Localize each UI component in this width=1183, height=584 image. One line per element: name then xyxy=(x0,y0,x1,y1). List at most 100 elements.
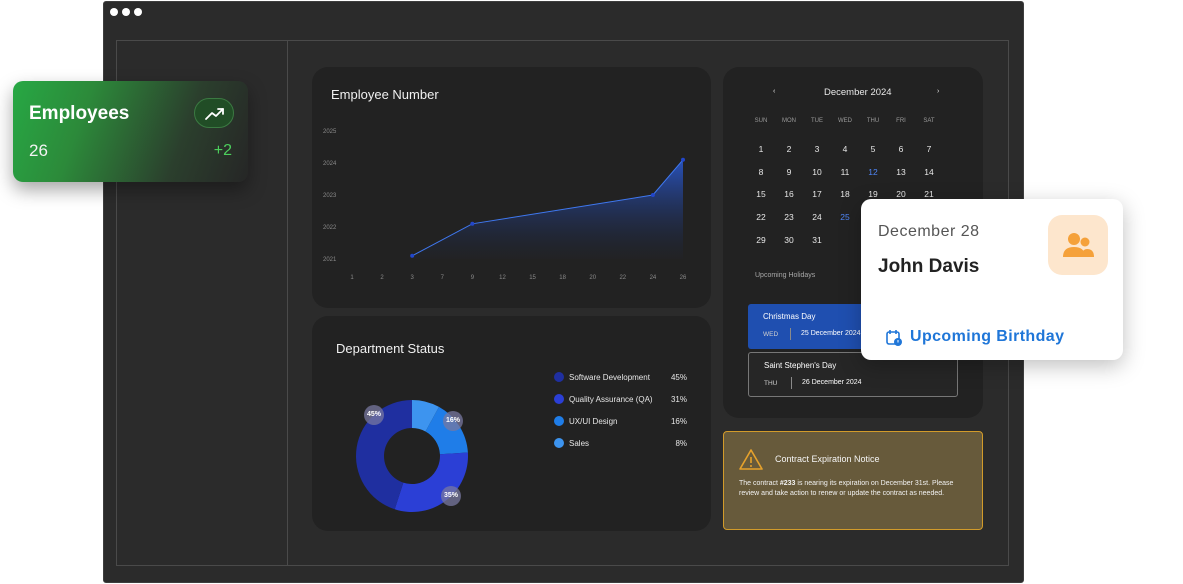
calendar-day[interactable]: 20 xyxy=(896,189,906,200)
legend-dot-software xyxy=(554,372,564,382)
legend-dot-qa xyxy=(554,394,564,404)
warning-icon xyxy=(739,449,763,470)
calendar-day[interactable]: 18 xyxy=(840,189,850,200)
calendar-month-label: December 2024 xyxy=(824,87,892,98)
donut-slice-sales xyxy=(412,400,439,432)
donut-badge-design: 16% xyxy=(443,411,463,431)
employee-number-title: Employee Number xyxy=(331,87,439,102)
donut-badge-qa: 35% xyxy=(441,486,461,506)
calendar-day[interactable]: 24 xyxy=(812,212,822,223)
calendar-day[interactable]: 11 xyxy=(840,166,850,177)
holiday-weekday: THU xyxy=(764,380,778,387)
calendar-weekday: FRI xyxy=(896,118,906,124)
donut-slice-design xyxy=(425,406,468,455)
calendar-day[interactable]: 29 xyxy=(756,234,766,245)
holiday-name: Christmas Day xyxy=(763,312,816,321)
window-dot-close[interactable] xyxy=(110,8,118,16)
department-status-card: Department Status 45% 16% 35% Software D… xyxy=(312,316,711,531)
y-tick-label: 2025 xyxy=(323,129,337,135)
calendar-day[interactable]: 5 xyxy=(870,144,876,154)
trend-button[interactable] xyxy=(194,98,234,128)
legend-label-sales: Sales xyxy=(569,439,590,448)
legend-pct-sales: 8% xyxy=(675,439,687,448)
x-tick-label: 12 xyxy=(499,275,506,281)
legend-pct-qa: 31% xyxy=(670,395,687,404)
x-tick-label: 15 xyxy=(529,275,536,281)
x-tick-label: 2 xyxy=(380,275,384,281)
calendar-day[interactable]: 22 xyxy=(756,212,766,223)
calendar-day[interactable]: 10 xyxy=(812,166,822,177)
employees-card: Employees 26 +2 xyxy=(13,81,248,182)
calendar-next-button[interactable]: › xyxy=(937,88,940,95)
calendar-day[interactable]: 30 xyxy=(784,234,794,245)
holiday-name: Saint Stephen's Day xyxy=(764,361,837,370)
chart-data-point xyxy=(410,253,415,258)
calendar-day[interactable]: 23 xyxy=(784,212,794,223)
calendar-clock-icon xyxy=(886,330,902,346)
upcoming-birthday-label: Upcoming Birthday xyxy=(910,328,1065,345)
calendar-day[interactable]: 16 xyxy=(784,189,794,200)
chart-data-point xyxy=(681,157,685,162)
notice-body-pre: The contract xyxy=(739,480,780,487)
x-tick-label: 9 xyxy=(471,275,475,281)
x-tick-label: 1 xyxy=(350,275,354,281)
chart-area xyxy=(412,159,683,259)
department-status-title: Department Status xyxy=(336,341,445,356)
calendar-day[interactable]: 4 xyxy=(842,144,848,154)
calendar-day[interactable]: 31 xyxy=(812,234,822,245)
holiday-date: 25 December 2024 xyxy=(801,330,861,337)
upcoming-holidays-label: Upcoming Holidays xyxy=(755,272,816,279)
calendar-day[interactable]: 8 xyxy=(758,166,764,177)
window-dot-minimize[interactable] xyxy=(122,8,130,16)
calendar-day[interactable]: 9 xyxy=(786,166,792,177)
chart-data-point xyxy=(650,193,655,197)
chart-line xyxy=(411,159,684,257)
notice-body: The contract #233 is nearing its expirat… xyxy=(739,479,974,499)
contract-expiration-notice: Contract Expiration Notice The contract … xyxy=(723,431,983,530)
x-tick-label: 22 xyxy=(619,275,626,281)
window-dot-maximize[interactable] xyxy=(134,8,142,16)
x-tick-label: 18 xyxy=(559,275,566,281)
calendar-weekday: SUN xyxy=(754,118,768,124)
employees-count: 26 xyxy=(29,141,48,160)
calendar-day[interactable]: 13 xyxy=(896,166,906,177)
calendar-weekday: MON xyxy=(782,118,796,124)
legend-label-qa: Quality Assurance (QA) xyxy=(569,395,653,404)
y-tick-label: 2021 xyxy=(323,257,337,263)
y-tick-label: 2023 xyxy=(323,193,337,199)
calendar-day[interactable]: 2 xyxy=(786,144,792,154)
calendar-day[interactable]: 21 xyxy=(924,189,934,200)
legend-pct-software: 45% xyxy=(670,373,687,382)
calendar-day[interactable]: 3 xyxy=(814,144,820,154)
y-tick-label: 2024 xyxy=(323,161,337,167)
legend-dot-design xyxy=(554,416,564,426)
calendar-weekday: SAT xyxy=(923,118,935,124)
legend-label-design: UX/UI Design xyxy=(569,417,618,426)
x-tick-label: 7 xyxy=(441,275,445,281)
donut-slice-software xyxy=(355,400,412,510)
notice-body-post: is nearing its expiration on December 31… xyxy=(739,480,954,497)
calendar-day[interactable]: 25 xyxy=(840,212,850,223)
calendar-day[interactable]: 19 xyxy=(868,189,878,200)
calendar-day[interactable]: 14 xyxy=(924,166,934,177)
calendar-weekday: WED xyxy=(838,118,852,124)
holiday-date: 26 December 2024 xyxy=(802,379,862,386)
calendar-day[interactable]: 6 xyxy=(898,144,904,154)
calendar-day[interactable]: 17 xyxy=(812,189,822,200)
calendar-prev-button[interactable]: ‹ xyxy=(773,88,776,95)
x-tick-label: 26 xyxy=(680,275,687,281)
x-tick-label: 20 xyxy=(589,275,596,281)
chart-data-point xyxy=(470,221,475,226)
legend-dot-sales xyxy=(554,438,564,448)
calendar-day[interactable]: 7 xyxy=(926,144,932,154)
calendar-day[interactable]: 15 xyxy=(756,189,766,200)
x-tick-label: 3 xyxy=(411,275,415,281)
legend-label-software: Software Development xyxy=(569,373,650,382)
employees-delta: +2 xyxy=(213,142,232,159)
calendar-day[interactable]: 1 xyxy=(758,144,764,154)
legend-pct-design: 16% xyxy=(670,417,687,426)
upcoming-birthday-card[interactable]: December 28 John Davis Upcoming Birthday xyxy=(861,199,1123,360)
calendar-day[interactable]: 12 xyxy=(868,166,878,177)
